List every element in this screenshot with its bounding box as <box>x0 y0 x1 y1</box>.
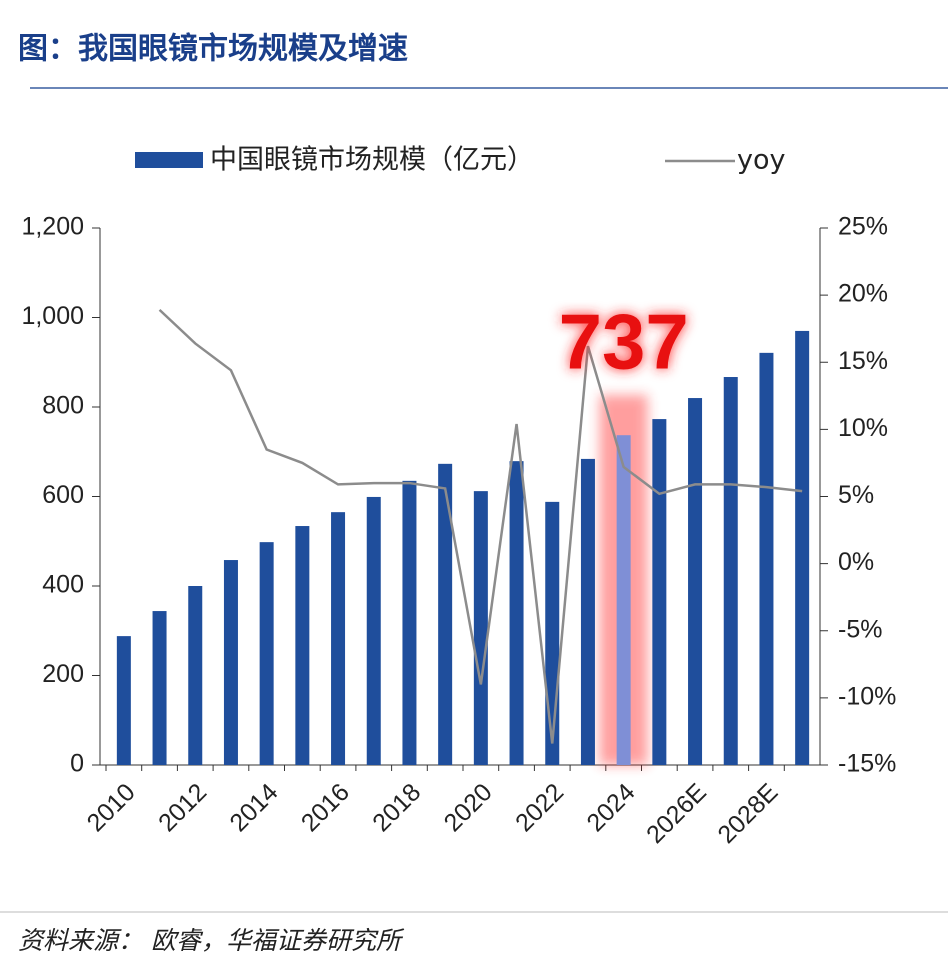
legend-label: yoy <box>737 145 785 176</box>
bar <box>652 419 667 765</box>
bar <box>259 542 274 765</box>
bar <box>402 480 417 765</box>
y-tick-label: 800 <box>42 392 84 420</box>
bar <box>545 501 560 765</box>
x-tick-label: 2028E <box>712 778 783 849</box>
x-tick-label: 2014 <box>224 778 283 837</box>
annotation: 737 <box>559 298 689 386</box>
bar <box>331 512 346 765</box>
y-tick-label: 1,200 <box>21 213 84 241</box>
bar <box>295 526 310 765</box>
legend-label: 中国眼镜市场规模（亿元） <box>210 145 534 176</box>
y2-tick-label: 10% <box>838 414 888 442</box>
x-tick-label: 2012 <box>153 778 212 837</box>
bar <box>223 560 238 765</box>
bar <box>759 352 774 765</box>
legend-swatch <box>135 152 203 168</box>
bar <box>723 377 738 765</box>
bar <box>438 463 453 765</box>
bar <box>188 586 203 765</box>
y2-tick-label: 5% <box>838 481 874 509</box>
y2-tick-label: -10% <box>838 682 896 710</box>
y2-tick-label: -5% <box>838 615 882 643</box>
annotation-glow: 737 <box>559 298 689 386</box>
bar <box>795 330 810 765</box>
bar <box>580 458 595 765</box>
y-tick-label: 0 <box>70 750 84 778</box>
x-tick-label: 2024 <box>581 778 640 837</box>
bar <box>688 398 703 765</box>
bar <box>616 435 631 765</box>
y2-tick-label: -15% <box>838 750 896 778</box>
chart-title: 图：我国眼镜市场规模及增速 <box>18 32 408 67</box>
x-tick-label: 2026E <box>641 778 712 849</box>
y-tick-label: 400 <box>42 571 84 599</box>
bar <box>152 611 167 765</box>
y2-tick-label: 25% <box>838 213 888 241</box>
bar <box>366 496 381 765</box>
x-tick-label: 2016 <box>296 778 355 837</box>
bar <box>473 491 488 765</box>
y-tick-label: 1,000 <box>21 302 84 330</box>
y2-tick-label: 15% <box>838 347 888 375</box>
y-tick-label: 200 <box>42 660 84 688</box>
bar <box>116 636 131 765</box>
y2-tick-label: 20% <box>838 280 888 308</box>
x-tick-label: 2018 <box>367 778 426 837</box>
yoy-line <box>158 308 803 744</box>
source: 资料来源： 欧睿，华福证券研究所 <box>18 926 405 955</box>
y-tick-label: 600 <box>42 481 84 509</box>
y2-tick-label: 0% <box>838 548 874 576</box>
x-tick-label: 2022 <box>510 778 569 837</box>
x-tick-label: 2020 <box>439 778 498 837</box>
x-tick-label: 2010 <box>82 778 141 837</box>
bar <box>509 461 524 765</box>
